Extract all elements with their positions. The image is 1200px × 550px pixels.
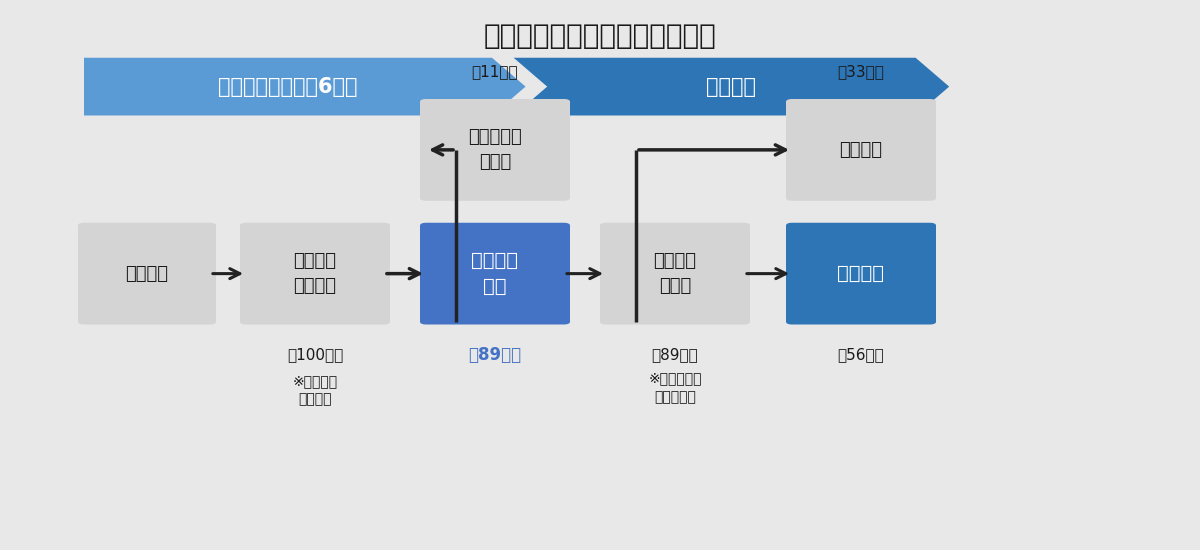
Text: ※全員が定着
支援を希望: ※全員が定着 支援を希望 (648, 372, 702, 404)
FancyBboxPatch shape (420, 99, 570, 201)
Text: （11％）: （11％） (472, 64, 518, 79)
FancyBboxPatch shape (240, 223, 390, 324)
Text: （100％）: （100％） (287, 347, 343, 362)
Polygon shape (514, 58, 949, 116)
Text: 定着支援
の合意: 定着支援 の合意 (654, 252, 696, 295)
Text: 支援開始: 支援開始 (126, 265, 168, 283)
FancyBboxPatch shape (600, 223, 750, 324)
Text: 職場定着: 職場定着 (838, 264, 884, 283)
Text: （89％）: （89％） (652, 347, 698, 362)
Text: ※面接頻度
は週１回: ※面接頻度 は週１回 (293, 375, 337, 406)
Text: （56％）: （56％） (838, 347, 884, 362)
FancyBboxPatch shape (420, 223, 570, 324)
FancyBboxPatch shape (786, 223, 936, 324)
FancyBboxPatch shape (786, 99, 936, 201)
Polygon shape (84, 58, 526, 116)
Text: 支援期間は最長で6ヶ月: 支援期間は最長で6ヶ月 (218, 76, 358, 97)
Text: 就職支援の基本的な流れと実績: 就職支援の基本的な流れと実績 (484, 22, 716, 50)
Text: 途中退職: 途中退職 (840, 141, 882, 159)
Text: （33％）: （33％） (838, 64, 884, 79)
FancyBboxPatch shape (78, 223, 216, 324)
Text: 定着支援: 定着支援 (707, 76, 756, 97)
Text: 就職先未定
で終了: 就職先未定 で終了 (468, 128, 522, 172)
Text: 定期個別
面談実施: 定期個別 面談実施 (294, 252, 336, 295)
Text: 就職先の
決定: 就職先の 決定 (472, 251, 518, 296)
Text: （89％）: （89％） (468, 346, 522, 364)
